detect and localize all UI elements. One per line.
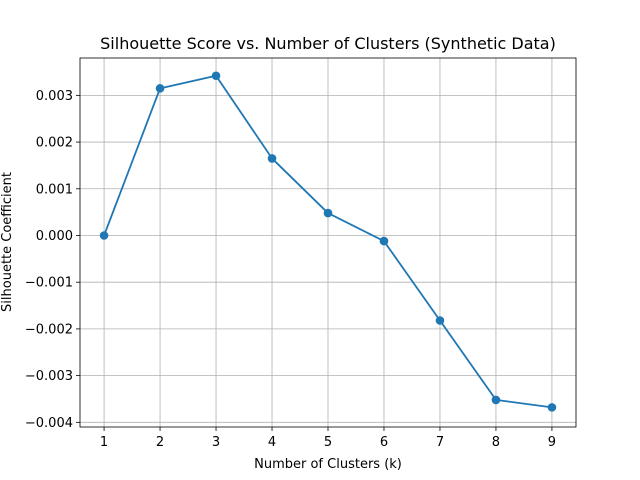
data-point bbox=[211, 71, 221, 81]
x-tick-label: 7 bbox=[436, 435, 444, 450]
x-tick-label: 2 bbox=[156, 435, 164, 450]
y-tick-label: 0.000 bbox=[36, 229, 73, 244]
data-point bbox=[379, 236, 389, 246]
data-point bbox=[155, 84, 165, 93]
data-point bbox=[323, 208, 333, 218]
y-tick-label: −0.002 bbox=[25, 322, 73, 337]
y-tick-label: 0.003 bbox=[36, 89, 73, 104]
x-tick-label: 3 bbox=[212, 435, 220, 450]
y-tick-label: 0.001 bbox=[36, 182, 73, 197]
y-tick-label: −0.004 bbox=[25, 416, 73, 431]
x-tick-label: 9 bbox=[548, 435, 556, 450]
x-tick-label: 8 bbox=[492, 435, 500, 450]
ticks: 1 2 3 4 5 6 7 8 9 0.003 0.002 0.001 0.000 −0.001 −0.00… bbox=[25, 89, 556, 450]
data-point bbox=[267, 154, 277, 163]
data-point bbox=[435, 316, 445, 325]
data-point bbox=[491, 395, 501, 405]
x-axis-label: Number of Clusters (k) bbox=[254, 457, 402, 472]
y-tick-label: −0.001 bbox=[25, 276, 73, 291]
x-tick-label: 6 bbox=[380, 435, 388, 450]
x-tick-label: 1 bbox=[100, 435, 108, 450]
data-point bbox=[547, 403, 557, 412]
x-tick-label: 4 bbox=[268, 435, 276, 450]
y-axis-label: Silhouette Coefficient bbox=[0, 172, 15, 312]
chart-title: Silhouette Score vs. Number of Clusters … bbox=[100, 34, 556, 53]
series bbox=[99, 71, 557, 412]
data-point bbox=[99, 231, 109, 240]
y-tick-label: −0.003 bbox=[25, 369, 73, 384]
x-tick-label: 5 bbox=[324, 435, 332, 450]
y-tick-label: 0.002 bbox=[36, 136, 73, 151]
grid bbox=[80, 58, 576, 427]
